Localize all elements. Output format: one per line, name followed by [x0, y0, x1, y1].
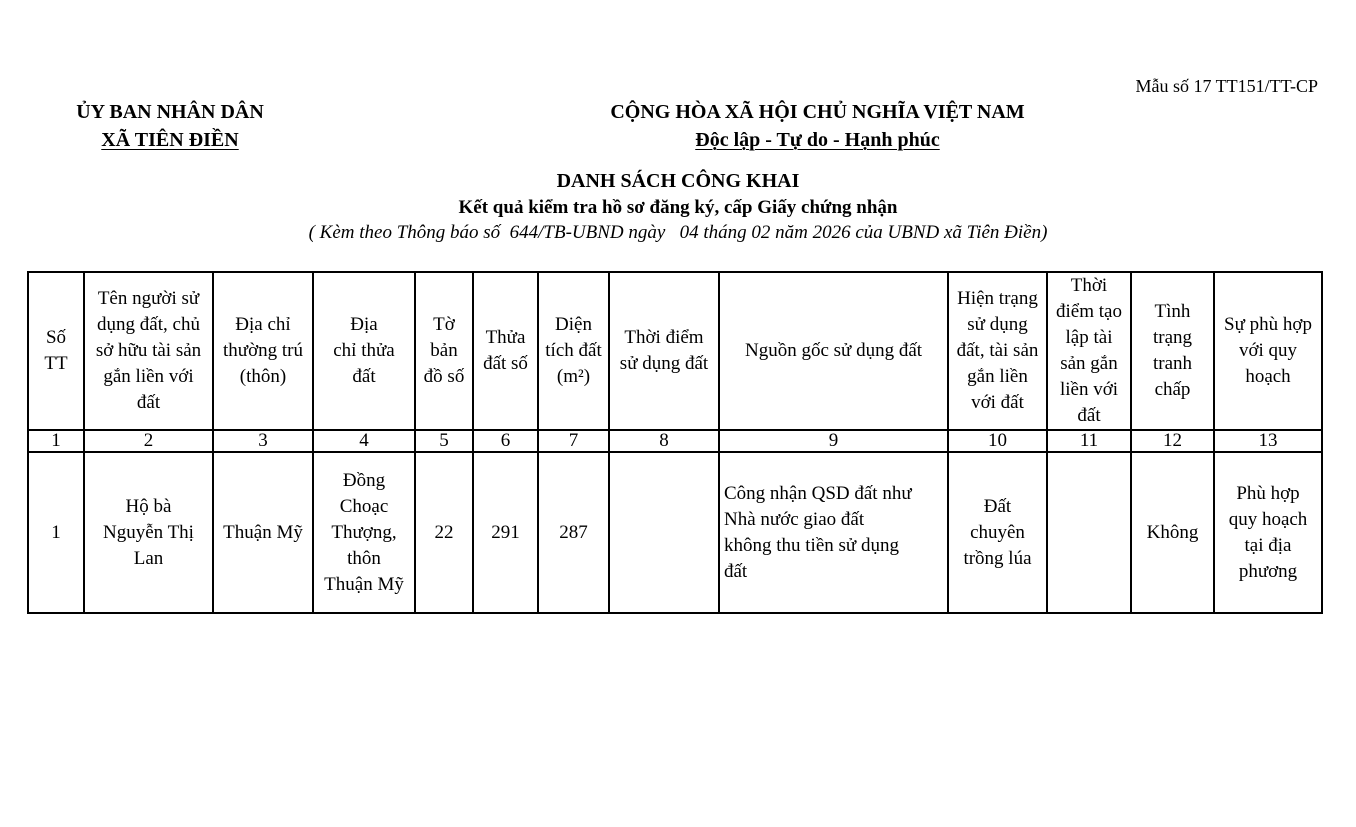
cell-1: 1: [27, 451, 85, 614]
header-cell-13: Sự phù hợp với quy hoạch: [1213, 271, 1323, 431]
cell-8: [608, 451, 720, 614]
column-number-1: 1: [27, 429, 85, 453]
document-subtitle: Kết quả kiểm tra hồ sơ đăng ký, cấp Giấy…: [458, 197, 898, 218]
cell-2: Hộ bà Nguyễn Thị Lan: [83, 451, 214, 614]
column-number-9: 9: [718, 429, 949, 453]
nation-name: CỘNG HÒA XÃ HỘI CHỦ NGHĨA VIỆT NAM: [610, 101, 1025, 123]
cell-13: Phù hợp quy hoạch tại địa phương: [1213, 451, 1323, 614]
column-number-12: 12: [1130, 429, 1215, 453]
column-number-8: 8: [608, 429, 720, 453]
cell-12: Không: [1130, 451, 1215, 614]
header-cell-2: Tên người sử dụng đất, chủ sở hữu tài sả…: [83, 271, 214, 431]
cell-3: Thuận Mỹ: [212, 451, 314, 614]
cell-5: 22: [414, 451, 474, 614]
document-title: DANH SÁCH CÔNG KHAI: [556, 170, 800, 192]
header-cell-12: Tình trạng tranh chấp: [1130, 271, 1215, 431]
cell-10: Đất chuyên trồng lúa: [947, 451, 1048, 614]
header-cell-4: Địa chỉ thửa đất: [312, 271, 416, 431]
header-cell-11: Thời điểm tạo lập tài sản gắn liền với đ…: [1046, 271, 1132, 431]
cell-7: 287: [537, 451, 610, 614]
cell-4: Đồng Choạc Thượng, thôn Thuận Mỹ: [312, 451, 416, 614]
column-number-4: 4: [312, 429, 416, 453]
header-cell-8: Thời điểm sử dụng đất: [608, 271, 720, 431]
cell-9: Công nhận QSD đất như Nhà nước giao đất …: [718, 451, 949, 614]
column-number-6: 6: [472, 429, 539, 453]
column-number-row: 1 2 3 4 5 6 7 8 9 10 11 12 13: [27, 429, 1323, 453]
table-row: 1 Hộ bà Nguyễn Thị Lan Thuận Mỹ Đồng Choạc …: [27, 451, 1323, 614]
header-cell-5: Tờ bản đồ số: [414, 271, 474, 431]
cell-6: 291: [472, 451, 539, 614]
motto: Độc lập - Tự do - Hạnh phúc: [695, 129, 940, 151]
public-list-table: Số TT Tên người sử dụng đất, chủ sở hữu t…: [27, 271, 1323, 614]
column-number-10: 10: [947, 429, 1048, 453]
header-cell-3: Địa chỉ thường trú (thôn): [212, 271, 314, 431]
header-cell-6: Thửa đất số: [472, 271, 539, 431]
header-cell-10: Hiện trạng sử dụng đất, tài sản gắn liền…: [947, 271, 1048, 431]
column-number-7: 7: [537, 429, 610, 453]
header-cell-7: Diện tích đất (m²): [537, 271, 610, 431]
cell-11: [1046, 451, 1132, 614]
form-number: Mẫu số 17 TT151/TT-CP: [1135, 76, 1318, 96]
column-number-13: 13: [1213, 429, 1323, 453]
column-number-3: 3: [212, 429, 314, 453]
header-row: Số TT Tên người sử dụng đất, chủ sở hữu t…: [27, 271, 1323, 431]
document-reference: ( Kèm theo Thông báo số 644/TB-UBND ngày…: [308, 222, 1048, 243]
column-number-2: 2: [83, 429, 214, 453]
commune-name: XÃ TIÊN ĐIỀN: [101, 129, 239, 151]
column-number-5: 5: [414, 429, 474, 453]
header-cell-1: Số TT: [27, 271, 85, 431]
agency-name: ỦY BAN NHÂN DÂN: [76, 101, 264, 123]
column-number-11: 11: [1046, 429, 1132, 453]
header-cell-9: Nguồn gốc sử dụng đất: [718, 271, 949, 431]
